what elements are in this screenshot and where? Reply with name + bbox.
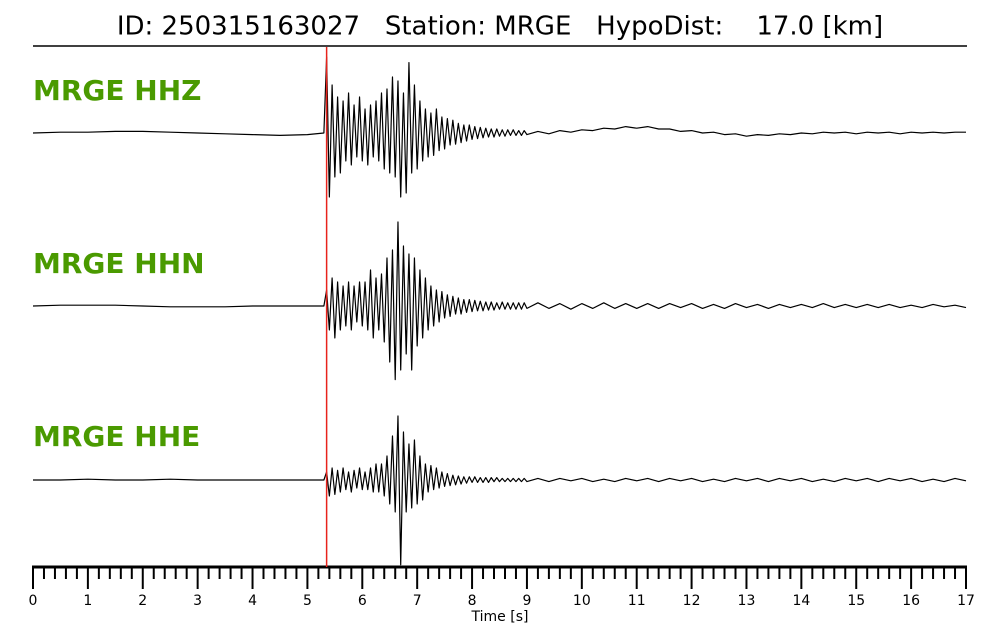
trace-label: MRGE HHE — [33, 420, 200, 453]
x-tick-label: 10 — [573, 593, 591, 609]
x-tick-label: 0 — [29, 593, 38, 609]
x-tick-label: 2 — [138, 593, 147, 609]
x-tick-label: 4 — [248, 593, 257, 609]
trace — [33, 415, 967, 566]
x-tick-label: 14 — [792, 593, 810, 609]
x-tick-label: 16 — [902, 593, 920, 609]
chart-title: ID: 250315163027 Station: MRGE HypoDist:… — [117, 12, 883, 42]
trace-label: MRGE HHN — [33, 247, 205, 280]
x-tick-label: 17 — [957, 593, 975, 609]
x-tick-label: 12 — [683, 593, 701, 609]
trace-label: MRGE HHZ — [33, 74, 201, 107]
x-tick-label: 5 — [303, 593, 312, 609]
trace — [32, 221, 967, 381]
x-tick-label: 6 — [358, 593, 367, 609]
x-tick-label: 3 — [193, 593, 202, 609]
x-tick-label: 13 — [738, 593, 756, 609]
x-tick-label: 8 — [468, 593, 477, 609]
x-axis-label: Time [s] — [471, 609, 529, 625]
x-tick-label: 11 — [628, 593, 646, 609]
trace — [32, 56, 966, 198]
x-tick-label: 1 — [83, 593, 92, 609]
x-tick-label: 9 — [522, 593, 531, 609]
x-tick-label: 15 — [847, 593, 865, 609]
x-tick-label: 7 — [413, 593, 422, 609]
